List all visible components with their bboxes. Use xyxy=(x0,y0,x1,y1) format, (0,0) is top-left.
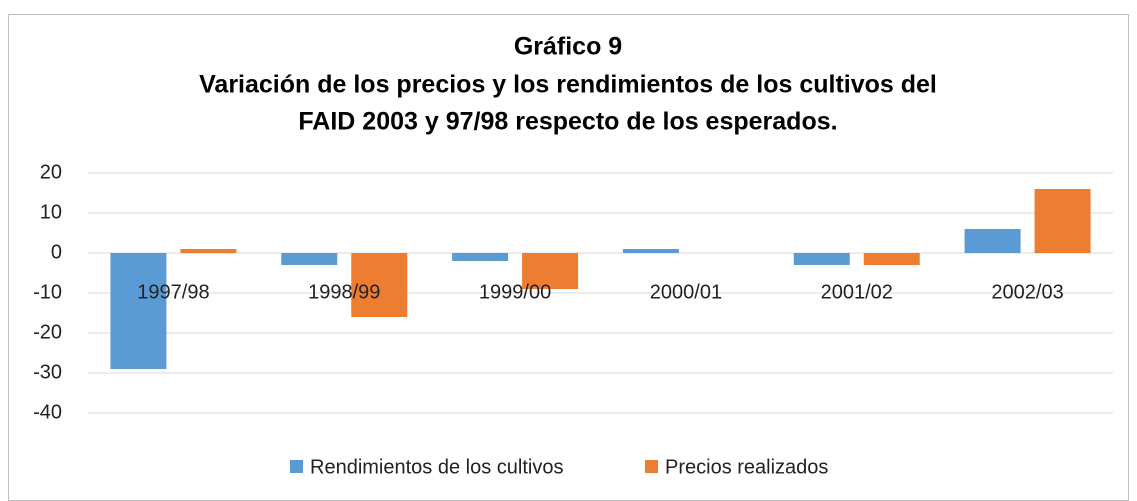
bar xyxy=(281,253,338,265)
bar xyxy=(522,253,579,289)
y-tick-label: 0 xyxy=(51,241,62,263)
bar xyxy=(863,253,920,265)
bar xyxy=(180,249,237,253)
bar xyxy=(452,253,509,261)
y-tick-label: -20 xyxy=(33,321,62,343)
chart-title: Gráfico 9 xyxy=(514,33,622,61)
bar xyxy=(964,229,1021,253)
legend-label: Precios realizados xyxy=(665,456,828,478)
x-tick-label: 1997/98 xyxy=(137,281,209,303)
y-tick-label: 10 xyxy=(40,201,62,223)
chart-title: Variación de los precios y los rendimien… xyxy=(199,71,937,99)
legend-swatch xyxy=(645,460,658,473)
legend-swatch xyxy=(290,460,303,473)
y-tick-label: -40 xyxy=(33,401,62,423)
x-tick-label: 1998/99 xyxy=(308,281,380,303)
x-tick-label: 2002/03 xyxy=(991,281,1063,303)
x-tick-label: 2000/01 xyxy=(650,281,722,303)
bar xyxy=(622,249,679,253)
x-tick-label: 1999/00 xyxy=(479,281,551,303)
legend-label: Rendimientos de los cultivos xyxy=(310,456,563,478)
y-tick-label: 20 xyxy=(40,161,62,183)
y-tick-label: -10 xyxy=(33,281,62,303)
bar xyxy=(1034,189,1091,253)
y-tick-label: -30 xyxy=(33,361,62,383)
bar xyxy=(793,253,850,265)
x-tick-label: 2001/02 xyxy=(821,281,893,303)
bar xyxy=(110,253,167,369)
chart-title: FAID 2003 y 97/98 respecto de los espera… xyxy=(298,108,837,136)
bar xyxy=(351,253,408,317)
